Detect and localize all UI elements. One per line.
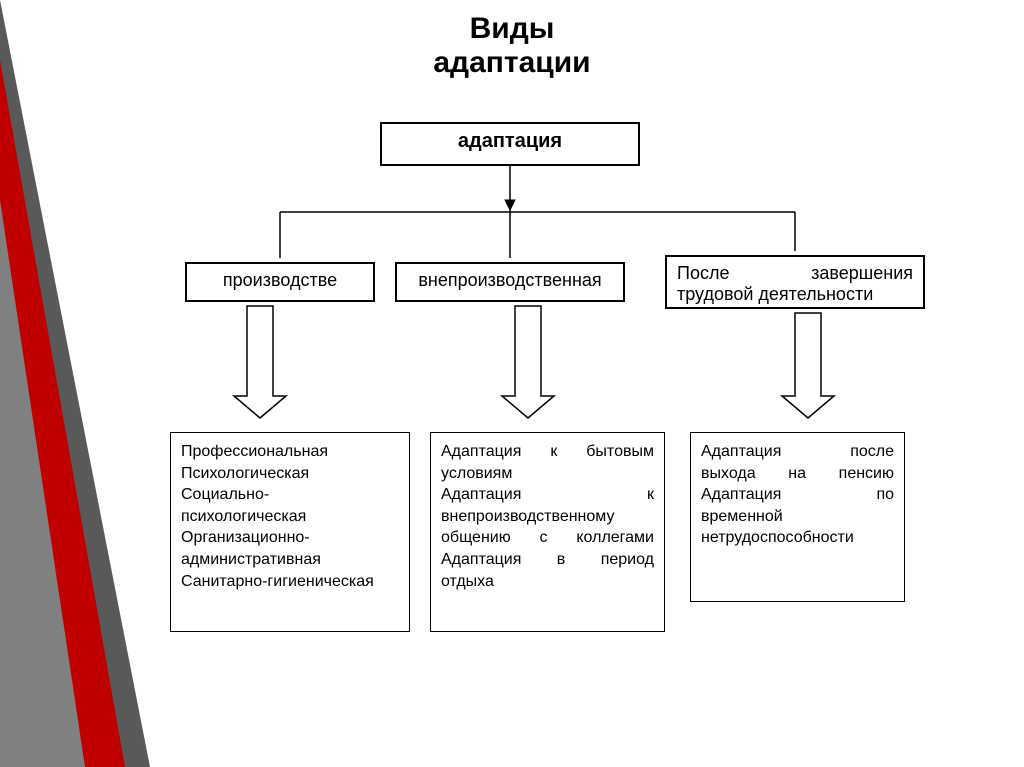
d3-l0: Адаптация после (701, 441, 894, 463)
d2-l3: внепроизводственному (441, 506, 654, 528)
slide-title: Виды адаптации (0, 12, 1024, 80)
category-box-2: внепроизводственная (395, 262, 625, 302)
d1-l5: административная (181, 549, 399, 571)
detail-box-2: Адаптация к бытовым условиям Адаптация к… (430, 432, 665, 632)
category-1-label: производстве (223, 270, 337, 290)
title-line1: Виды (0, 12, 1024, 46)
detail-box-1: Профессиональная Психологическая Социаль… (170, 432, 410, 632)
d1-l3: психологическая (181, 506, 399, 528)
d3-l3: временной (701, 506, 894, 528)
d1-l0: Профессиональная (181, 441, 399, 463)
category-2-label: внепроизводственная (418, 270, 601, 290)
d1-l2: Социально- (181, 484, 399, 506)
d3-l2: Адаптация по (701, 484, 894, 506)
root-box: адаптация (380, 122, 640, 166)
d2-l6: отдыха (441, 571, 654, 593)
category-box-1: производстве (185, 262, 375, 302)
d1-l1: Психологическая (181, 463, 399, 485)
d2-l0: Адаптация к бытовым (441, 441, 654, 463)
d3-l1: выхода на пенсию (701, 463, 894, 485)
category-3-line1: После завершения (677, 263, 913, 284)
d2-l2: Адаптация к (441, 484, 654, 506)
root-label: адаптация (458, 130, 562, 152)
d3-l4: нетрудоспособности (701, 527, 894, 549)
d1-l4: Организационно- (181, 527, 399, 549)
category-3-line2: трудовой деятельности (677, 284, 913, 305)
detail-box-3: Адаптация после выхода на пенсию Адаптац… (690, 432, 905, 602)
d2-l4: общению с коллегами (441, 527, 654, 549)
d1-l6: Санитарно-гигиеническая (181, 571, 399, 593)
title-line2: адаптации (0, 46, 1024, 80)
category-box-3: После завершения трудовой деятельности (665, 255, 925, 309)
decor-triangles (0, 0, 1024, 767)
d2-l1: условиям (441, 463, 654, 485)
slide: Виды адаптации адаптация производстве вн… (0, 0, 1024, 767)
d2-l5: Адаптация в период (441, 549, 654, 571)
